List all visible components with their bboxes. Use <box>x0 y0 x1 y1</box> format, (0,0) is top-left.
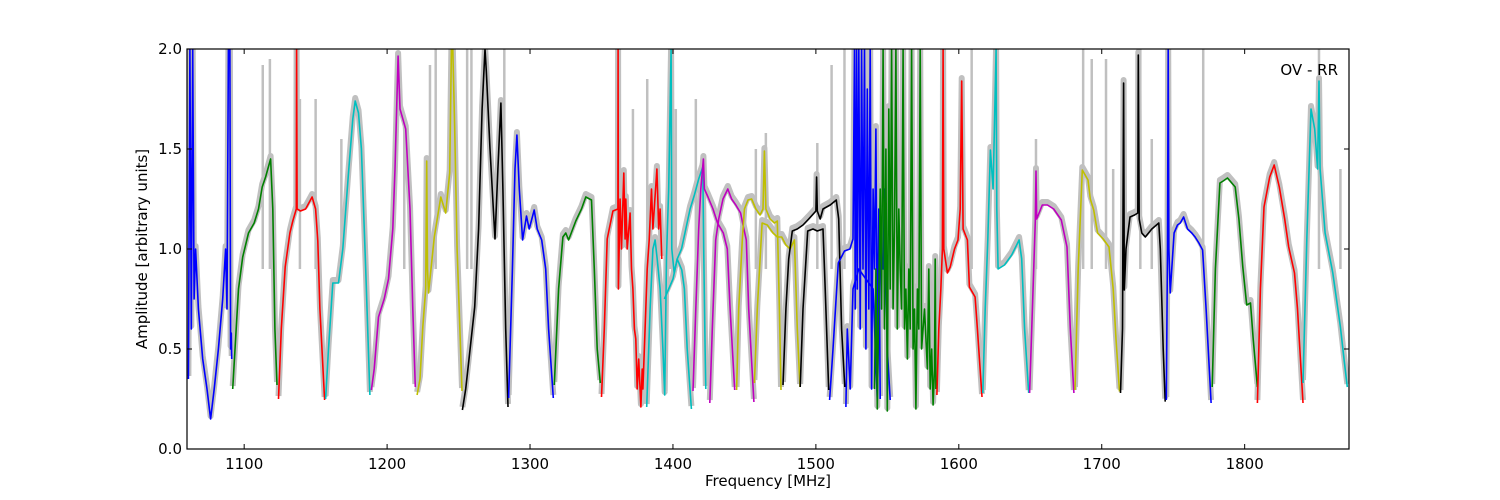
x-tick-label-2: 1300 <box>511 455 549 473</box>
series-line-28 <box>1256 164 1304 404</box>
series-line-7 <box>507 134 555 399</box>
series-line-16 <box>782 176 846 388</box>
series-line-5 <box>416 49 463 396</box>
y-tick-label-3: 1.5 <box>158 140 182 158</box>
series-line-18 <box>828 49 881 401</box>
x-tick-label-6: 1700 <box>1083 455 1121 473</box>
series-line-29 <box>1302 80 1349 388</box>
series-line-10 <box>645 49 693 410</box>
series-line-23 <box>1028 170 1075 394</box>
x-tick-label-7: 1800 <box>1226 455 1264 473</box>
y-tick-label-2: 1.0 <box>158 240 182 258</box>
series-line-25 <box>1119 54 1166 402</box>
x-axis-label: Frequency [MHz] <box>705 472 831 490</box>
y-tick-label-1: 0.5 <box>158 340 182 358</box>
series-line-22 <box>982 49 1030 394</box>
series-layer <box>187 49 1349 420</box>
x-tick-label-5: 1600 <box>940 455 978 473</box>
series-line-6 <box>461 49 509 411</box>
x-tick-label-1: 1200 <box>368 455 406 473</box>
series-line-1 <box>231 158 278 390</box>
series-line-20 <box>873 49 937 412</box>
plot-background <box>187 49 1349 449</box>
series-line-21 <box>936 49 983 398</box>
series-line-9 <box>600 49 663 408</box>
series-line-3 <box>324 100 371 400</box>
series-line-27 <box>1211 177 1259 388</box>
series-line-8 <box>553 196 602 386</box>
y-axis: 0.0 0.5 1.0 1.5 2.0 <box>158 40 1349 458</box>
y-tick-label-4: 2.0 <box>158 40 182 58</box>
series-line-14 <box>735 150 782 391</box>
series-line-4 <box>370 55 417 391</box>
series-line-26 <box>1165 49 1212 404</box>
x-tick-label-3: 1400 <box>654 455 692 473</box>
series-line-11 <box>663 166 707 390</box>
series-line-2 <box>277 49 326 401</box>
series-line-0 <box>187 49 233 420</box>
series-line-17 <box>799 228 830 391</box>
x-axis: 1100 1200 1300 1400 1500 1600 1700 1800 <box>225 49 1264 473</box>
y-axis-label: Amplitude [arbitrary units] <box>133 149 151 349</box>
series-line-15 <box>753 222 801 388</box>
envelope-band-27 <box>1209 172 1261 385</box>
plot-annotation: OV - RR <box>1280 61 1338 79</box>
series-line-24 <box>1074 169 1121 392</box>
x-tick-label-4: 1500 <box>797 455 835 473</box>
series-line-12 <box>692 158 736 392</box>
y-tick-label-0: 0.0 <box>158 440 182 458</box>
x-tick-label-0: 1100 <box>225 455 263 473</box>
series-line-13 <box>709 188 755 404</box>
